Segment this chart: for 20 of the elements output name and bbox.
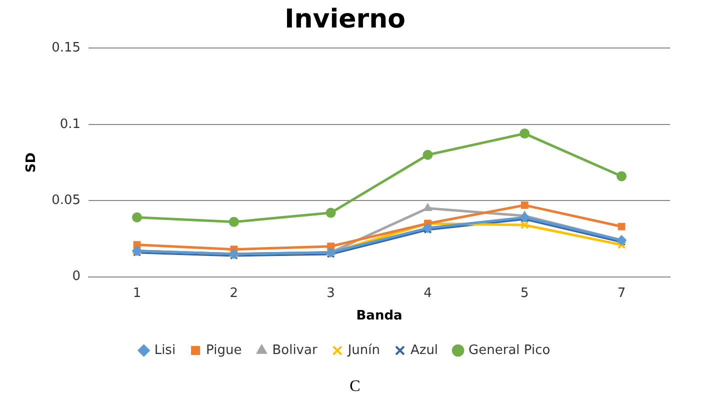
legend-label: Bolivar [272, 342, 318, 358]
y-tick-label: 0.1 [60, 116, 81, 132]
legend-label: Azul [410, 342, 438, 358]
chart-title: Invierno [284, 4, 406, 34]
x-axis-title: Banda [356, 308, 402, 324]
x-tick-label: 5 [520, 286, 529, 301]
y-tick-label: 0.05 [52, 192, 81, 208]
x-tick-label: 1 [132, 286, 142, 301]
x-tick-label: 7 [617, 286, 626, 301]
legend-label: General Pico [468, 342, 550, 358]
x-tick-label: 4 [424, 286, 432, 301]
legend-label: Lisi [154, 342, 176, 358]
y-tick-label: 0 [72, 269, 81, 284]
x-tick-label: 2 [230, 286, 238, 301]
y-axis-title: SD [24, 152, 40, 173]
legend-label: Pigue [206, 342, 242, 358]
y-tick-label: 0.15 [52, 40, 81, 56]
legend-label: Junín [346, 342, 380, 358]
x-tick-label: 3 [326, 286, 335, 301]
text: C [348, 377, 362, 397]
